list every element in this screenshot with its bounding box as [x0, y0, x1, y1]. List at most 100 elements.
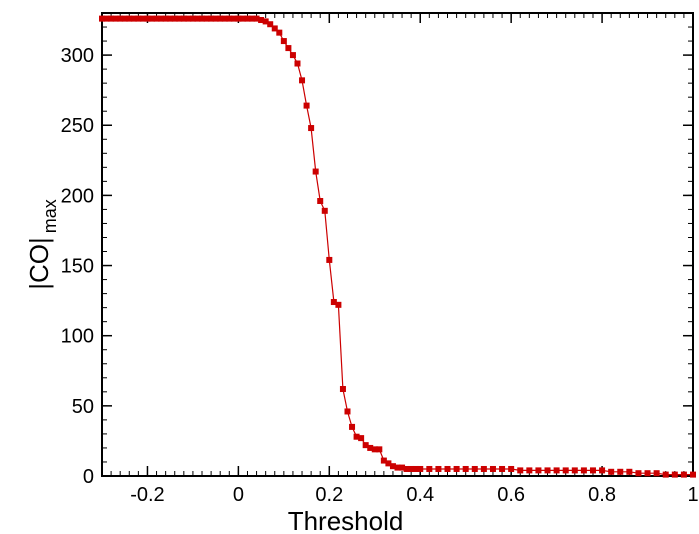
- data-point: [626, 468, 633, 475]
- data-point: [362, 442, 369, 449]
- data-point: [149, 15, 156, 22]
- data-point: [299, 77, 306, 84]
- data-point: [353, 433, 360, 440]
- y-tick-label: 50: [72, 396, 94, 418]
- data-point: [135, 15, 142, 22]
- data-point: [535, 467, 542, 474]
- data-point: [285, 45, 292, 52]
- data-point: [112, 15, 119, 22]
- x-tick-label: 1: [687, 484, 698, 506]
- data-point: [399, 464, 406, 471]
- data-point: [599, 467, 606, 474]
- plot-frame: [101, 12, 694, 477]
- data-point: [221, 15, 228, 22]
- axes: [101, 12, 694, 477]
- data-point: [121, 15, 128, 22]
- data-point: [367, 444, 374, 451]
- data-point: [303, 102, 310, 109]
- data-point: [203, 15, 210, 22]
- data-point: [321, 207, 328, 214]
- data-point: [412, 465, 419, 472]
- data-point: [380, 457, 387, 464]
- x-axis-title: Threshold: [288, 506, 404, 534]
- data-point: [389, 463, 396, 470]
- data-point: [326, 256, 333, 263]
- data-point: [99, 15, 105, 22]
- data-point: [194, 15, 201, 22]
- data-point: [394, 464, 401, 471]
- x-tick-label: 0.4: [406, 484, 434, 506]
- y-tick-label: 100: [61, 326, 94, 348]
- y-tick-label: 300: [61, 45, 94, 67]
- data-point: [117, 15, 124, 22]
- data-point: [690, 471, 696, 478]
- data-point: [344, 408, 351, 415]
- data-point: [608, 468, 615, 475]
- data-point: [339, 386, 346, 393]
- data-point: [167, 15, 174, 22]
- data-point: [508, 465, 515, 472]
- data-point: [226, 15, 233, 22]
- data-point: [267, 21, 274, 28]
- data-point: [662, 471, 669, 478]
- data-point: [230, 15, 237, 22]
- data-point: [435, 465, 442, 472]
- data-point: [171, 15, 178, 22]
- data-point: [289, 52, 296, 59]
- tick-labels: -0.2 0 0.2 0.4 0.6 0.8 1 0 50 100 150 200 250 300: [61, 45, 699, 506]
- data-point: [589, 467, 596, 474]
- data-point: [312, 168, 319, 175]
- data-point: [417, 465, 424, 472]
- data-point: [126, 15, 133, 22]
- data-point: [571, 467, 578, 474]
- data-point: [680, 471, 687, 478]
- data-point: [199, 15, 206, 22]
- data-point: [635, 470, 642, 477]
- data-point: [462, 465, 469, 472]
- data-point: [453, 465, 460, 472]
- data-point: [408, 465, 415, 472]
- data-point: [294, 60, 301, 67]
- x-tick-label: 0.2: [315, 484, 343, 506]
- x-tick-label: 0.8: [588, 484, 616, 506]
- data-point: [244, 15, 251, 22]
- data-point: [239, 15, 246, 22]
- data-point: [317, 198, 324, 205]
- data-point: [553, 467, 560, 474]
- data-point: [480, 465, 487, 472]
- data-point: [280, 38, 287, 45]
- x-tick-label: 0: [233, 484, 244, 506]
- data-point: [653, 470, 660, 477]
- data-point: [499, 465, 506, 472]
- data-point: [162, 15, 169, 22]
- data-point: [517, 467, 524, 474]
- data-point: [103, 15, 110, 22]
- data-point: [371, 446, 378, 453]
- data-point: [526, 467, 533, 474]
- x-tick-label: 0.6: [497, 484, 525, 506]
- data-point: [153, 15, 160, 22]
- data-point: [444, 465, 451, 472]
- data-point: [108, 15, 115, 22]
- data-point: [139, 15, 146, 22]
- data-point: [617, 468, 624, 475]
- data-point: [544, 467, 551, 474]
- y-tick-label: 150: [61, 256, 94, 278]
- data-point: [644, 470, 651, 477]
- data-point: [271, 25, 278, 32]
- x-tick-label: -0.2: [130, 484, 164, 506]
- data-point: [158, 15, 165, 22]
- data-point: [426, 465, 433, 472]
- data-point: [217, 15, 224, 22]
- data-point: [335, 301, 342, 308]
- data-point: [189, 15, 196, 22]
- y-axis-title: |CO| max: [24, 199, 60, 290]
- data-point: [349, 423, 356, 430]
- data-point: [249, 15, 256, 22]
- data-point: [403, 465, 410, 472]
- data-point: [385, 460, 392, 467]
- data-point: [358, 435, 365, 442]
- data-point: [276, 29, 283, 36]
- data-point: [130, 15, 137, 22]
